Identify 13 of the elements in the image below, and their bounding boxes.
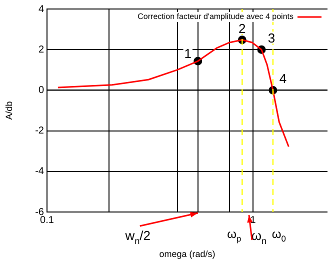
annotation: 1 xyxy=(184,46,192,62)
y-tick-label: -4 xyxy=(35,166,44,178)
y-axis-title: A/db xyxy=(4,101,14,120)
x-tick-label: 0.1 xyxy=(40,214,54,226)
annotation: 3 xyxy=(268,30,276,46)
x-axis-title: omega (rad/s) xyxy=(159,249,216,260)
y-tick-label: -2 xyxy=(35,126,44,137)
y-tick-label: 4 xyxy=(38,4,44,15)
y-tick-label: 0 xyxy=(38,84,44,96)
annotation: 2 xyxy=(238,20,246,36)
y-tick-label: 2 xyxy=(38,44,44,56)
annotation: 4 xyxy=(279,71,287,86)
legend-label: Correction facteur d'amplitude avec 4 points xyxy=(138,12,294,22)
